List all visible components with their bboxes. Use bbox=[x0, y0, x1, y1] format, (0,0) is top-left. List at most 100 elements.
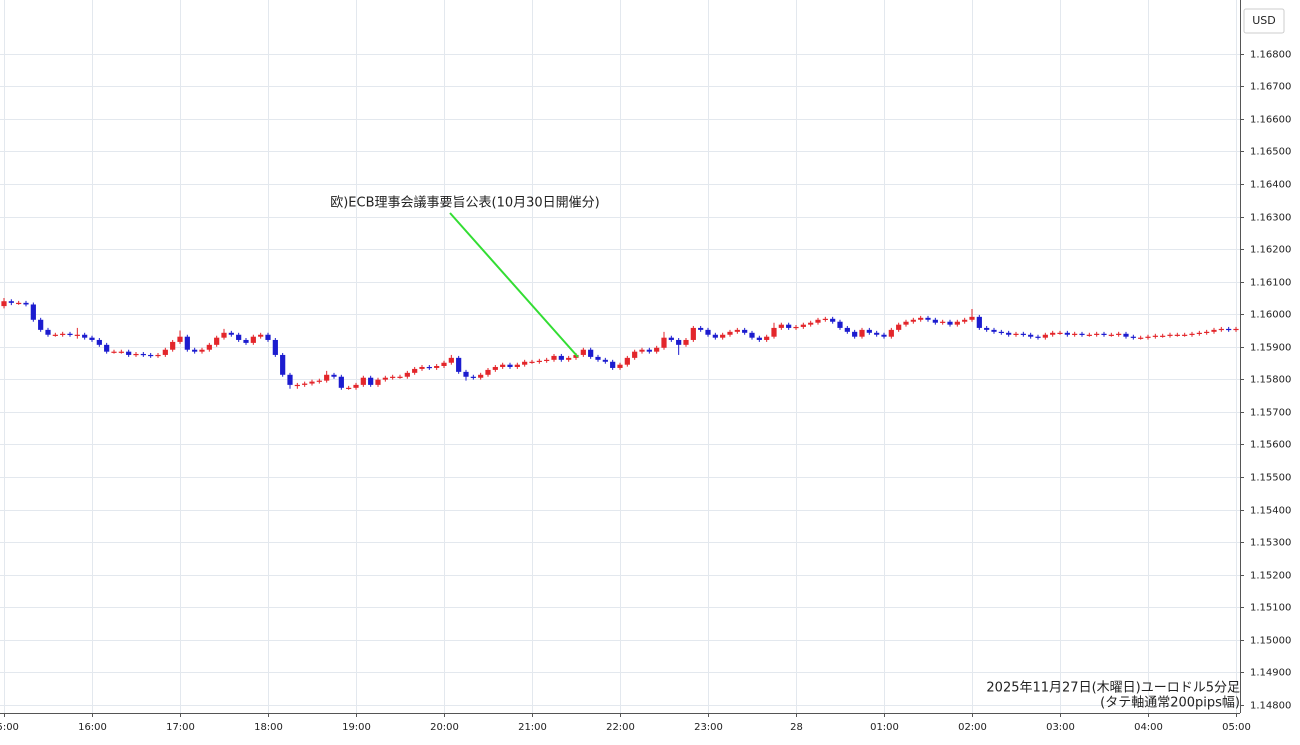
y-tick-label: 1.16000 bbox=[1250, 310, 1291, 321]
candle-body bbox=[1211, 329, 1217, 332]
candle-body bbox=[808, 322, 814, 325]
candle-body bbox=[771, 327, 777, 337]
candle-body bbox=[866, 329, 872, 333]
y-tick-label: 1.16100 bbox=[1250, 278, 1291, 289]
candle-body bbox=[390, 376, 396, 378]
candle-body bbox=[610, 361, 616, 368]
candle-body bbox=[815, 319, 821, 323]
candle-body bbox=[1020, 333, 1026, 335]
candle-body bbox=[529, 361, 535, 363]
candle-body bbox=[258, 334, 264, 337]
candle-body bbox=[485, 369, 491, 375]
candle-body bbox=[1174, 334, 1180, 336]
candle-body bbox=[228, 332, 234, 335]
candle-body bbox=[742, 329, 748, 333]
candle-body bbox=[426, 366, 432, 369]
candle-body bbox=[859, 329, 865, 337]
candle-body bbox=[668, 337, 674, 340]
candle-body bbox=[580, 349, 586, 355]
candle-body bbox=[595, 356, 601, 360]
x-tick-label: 04:00 bbox=[1134, 722, 1163, 733]
candle-body bbox=[360, 377, 366, 385]
candle-body bbox=[1086, 334, 1092, 336]
candle-body bbox=[74, 334, 80, 336]
candle-body bbox=[265, 334, 271, 340]
candle-body bbox=[712, 334, 718, 338]
candle-body bbox=[412, 368, 418, 373]
candle-body bbox=[1057, 332, 1063, 334]
candle-body bbox=[837, 321, 843, 328]
candle-body bbox=[30, 304, 36, 320]
candle-body bbox=[1094, 333, 1100, 335]
candle-body bbox=[1123, 333, 1129, 337]
y-tick-label: 1.16800 bbox=[1250, 50, 1291, 61]
candle-body bbox=[544, 359, 550, 362]
y-tick-label: 1.16500 bbox=[1250, 147, 1291, 158]
y-tick-label: 1.15400 bbox=[1250, 506, 1291, 517]
candle-body bbox=[874, 332, 880, 335]
candle-body bbox=[1028, 334, 1034, 337]
candle-body bbox=[434, 365, 440, 368]
candle-body bbox=[1167, 334, 1173, 336]
x-tick-label: 01:00 bbox=[870, 722, 899, 733]
candle-body bbox=[23, 302, 29, 305]
candle-body bbox=[419, 366, 425, 369]
candle-body bbox=[551, 355, 557, 360]
x-tick-label: 16:00 bbox=[78, 722, 107, 733]
grid-layer bbox=[0, 0, 1240, 713]
candle-body bbox=[221, 332, 227, 338]
candle-body bbox=[45, 329, 51, 335]
y-tick-label: 1.15600 bbox=[1250, 440, 1291, 451]
candle-body bbox=[104, 344, 110, 352]
candle-body bbox=[8, 301, 14, 303]
candle-body bbox=[1138, 337, 1144, 339]
y-tick-label: 1.15100 bbox=[1250, 603, 1291, 614]
x-tick-label: 23:00 bbox=[694, 722, 723, 733]
candle-body bbox=[243, 339, 249, 343]
candle-body bbox=[676, 339, 682, 345]
candle-body bbox=[661, 337, 667, 348]
candle-body bbox=[294, 384, 300, 387]
candle-body bbox=[588, 349, 594, 357]
candle-body bbox=[382, 377, 388, 380]
candle-body bbox=[1226, 328, 1232, 331]
y-tick-label: 1.16200 bbox=[1250, 245, 1291, 256]
candle-body bbox=[683, 339, 689, 345]
candle-body bbox=[82, 334, 88, 338]
candle-body bbox=[184, 336, 190, 350]
candle-body bbox=[1218, 328, 1224, 331]
y-tick-label: 1.15700 bbox=[1250, 408, 1291, 419]
candle-body bbox=[910, 319, 916, 322]
candle-body bbox=[162, 349, 168, 355]
candle-body bbox=[309, 381, 315, 384]
y-tick-label: 1.16700 bbox=[1250, 82, 1291, 93]
candle-body bbox=[1013, 333, 1019, 335]
y-tick-label: 1.15200 bbox=[1250, 571, 1291, 582]
y-tick-label: 1.16600 bbox=[1250, 115, 1291, 126]
x-tick-label: 05:00 bbox=[1222, 722, 1251, 733]
candle-body bbox=[89, 337, 95, 340]
candle-body bbox=[1189, 333, 1195, 335]
candle-body bbox=[632, 351, 638, 358]
candle-body bbox=[756, 337, 762, 340]
candle-body bbox=[646, 349, 652, 352]
candle-body bbox=[1160, 335, 1166, 337]
candle-body bbox=[1182, 334, 1188, 336]
candle-body bbox=[720, 334, 726, 338]
candle-body bbox=[903, 321, 909, 325]
candle-body bbox=[602, 359, 608, 362]
y-tick-label: 1.14800 bbox=[1250, 701, 1291, 712]
candle-body bbox=[1050, 332, 1056, 335]
caption-line: (タテ軸通常200pips幅) bbox=[1100, 696, 1240, 711]
candle-body bbox=[250, 336, 256, 343]
y-tick-label: 1.14900 bbox=[1250, 668, 1291, 679]
annotation-text: 欧)ECB理事会議事要旨公表(10月30日開催分) bbox=[330, 196, 600, 211]
candle-body bbox=[1006, 332, 1012, 335]
candle-body bbox=[1152, 335, 1158, 337]
candle-body bbox=[1233, 328, 1239, 331]
x-tick-label: 17:00 bbox=[166, 722, 195, 733]
candle-body bbox=[1035, 336, 1041, 338]
candle-body bbox=[324, 374, 330, 381]
